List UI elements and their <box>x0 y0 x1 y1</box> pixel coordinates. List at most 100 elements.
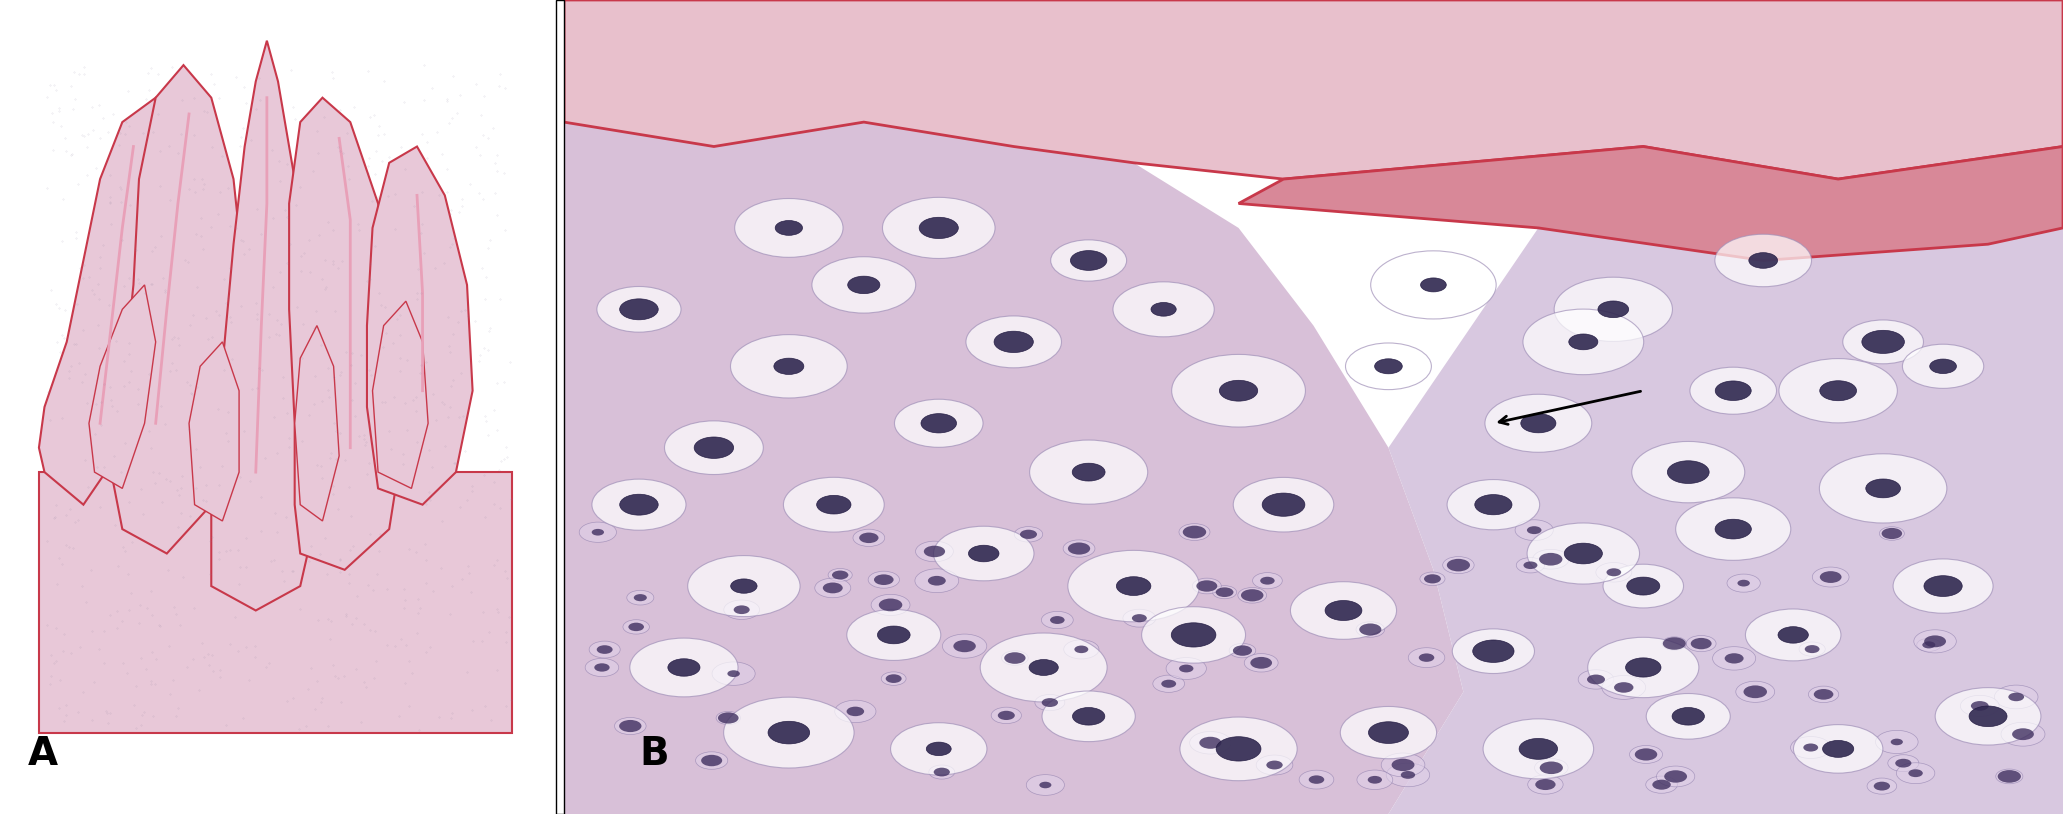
Circle shape <box>730 579 757 593</box>
Circle shape <box>1015 527 1042 542</box>
Circle shape <box>619 299 658 320</box>
Circle shape <box>1652 780 1671 790</box>
Circle shape <box>965 316 1062 368</box>
Circle shape <box>1005 652 1025 664</box>
Circle shape <box>1368 722 1409 743</box>
Circle shape <box>1714 381 1751 400</box>
Circle shape <box>1446 479 1539 530</box>
Circle shape <box>928 765 955 779</box>
Circle shape <box>1029 659 1058 676</box>
Circle shape <box>623 619 650 634</box>
Circle shape <box>920 217 959 239</box>
Circle shape <box>1291 582 1397 639</box>
Circle shape <box>716 711 741 724</box>
Circle shape <box>1820 571 1842 583</box>
Circle shape <box>1822 741 1855 757</box>
Circle shape <box>1244 654 1279 672</box>
Circle shape <box>1069 550 1199 622</box>
Circle shape <box>924 545 945 558</box>
Circle shape <box>968 545 998 562</box>
Circle shape <box>1749 252 1778 269</box>
Circle shape <box>980 633 1108 702</box>
Circle shape <box>615 717 646 734</box>
Circle shape <box>687 556 800 616</box>
Circle shape <box>1714 519 1751 539</box>
Circle shape <box>1586 675 1605 685</box>
Circle shape <box>1473 640 1514 663</box>
Circle shape <box>1564 543 1603 564</box>
Circle shape <box>877 626 910 644</box>
Circle shape <box>1042 698 1058 707</box>
Circle shape <box>668 659 699 676</box>
Polygon shape <box>563 0 2063 179</box>
Circle shape <box>1355 622 1384 637</box>
Circle shape <box>932 526 1034 581</box>
Circle shape <box>1692 638 1712 650</box>
Circle shape <box>1151 303 1176 316</box>
Circle shape <box>1215 737 1260 761</box>
Circle shape <box>1172 354 1306 427</box>
Circle shape <box>916 541 953 562</box>
Circle shape <box>852 529 885 546</box>
Circle shape <box>943 634 986 659</box>
Circle shape <box>1634 748 1657 760</box>
Circle shape <box>1745 609 1840 661</box>
Circle shape <box>1925 636 1945 647</box>
Circle shape <box>871 594 910 615</box>
Circle shape <box>1393 759 1415 771</box>
Circle shape <box>1908 769 1923 777</box>
Circle shape <box>848 276 881 294</box>
Circle shape <box>1341 707 1436 759</box>
Circle shape <box>1568 334 1599 350</box>
Circle shape <box>1873 781 1890 790</box>
Circle shape <box>1382 753 1426 777</box>
Circle shape <box>1929 359 1956 374</box>
Circle shape <box>728 670 741 677</box>
Circle shape <box>592 529 604 536</box>
Circle shape <box>1842 320 1923 364</box>
Circle shape <box>590 641 621 658</box>
Circle shape <box>629 638 739 697</box>
Circle shape <box>1879 527 1904 540</box>
Circle shape <box>1357 770 1393 790</box>
Circle shape <box>1553 278 1673 341</box>
Circle shape <box>1409 648 1444 667</box>
Circle shape <box>1025 775 1065 795</box>
Circle shape <box>1867 778 1896 794</box>
Circle shape <box>1902 344 1985 388</box>
Circle shape <box>1626 658 1661 677</box>
Circle shape <box>1533 549 1570 569</box>
Circle shape <box>1535 779 1556 790</box>
Circle shape <box>1737 580 1749 587</box>
Circle shape <box>1809 686 1838 702</box>
Circle shape <box>1267 760 1283 769</box>
Circle shape <box>1778 359 1898 422</box>
Circle shape <box>815 578 850 597</box>
Circle shape <box>895 399 984 448</box>
Circle shape <box>1419 654 1434 662</box>
Circle shape <box>1172 623 1215 647</box>
Circle shape <box>1166 658 1207 680</box>
Circle shape <box>1875 730 1919 754</box>
Circle shape <box>869 571 899 589</box>
Circle shape <box>1141 606 1246 663</box>
Circle shape <box>817 496 852 514</box>
Circle shape <box>1890 738 1902 746</box>
Circle shape <box>1714 234 1811 287</box>
Polygon shape <box>563 122 1463 814</box>
Circle shape <box>875 575 893 585</box>
Circle shape <box>1452 629 1535 673</box>
Circle shape <box>1300 770 1335 789</box>
Circle shape <box>1522 309 1644 374</box>
Polygon shape <box>295 326 338 521</box>
Circle shape <box>1520 414 1556 433</box>
Circle shape <box>1308 776 1324 784</box>
Circle shape <box>846 610 941 660</box>
Circle shape <box>1735 681 1774 702</box>
Circle shape <box>730 335 848 398</box>
Circle shape <box>1665 770 1688 782</box>
Circle shape <box>990 707 1021 724</box>
Circle shape <box>1368 776 1382 784</box>
Circle shape <box>1968 706 2007 727</box>
Circle shape <box>1613 682 1634 693</box>
